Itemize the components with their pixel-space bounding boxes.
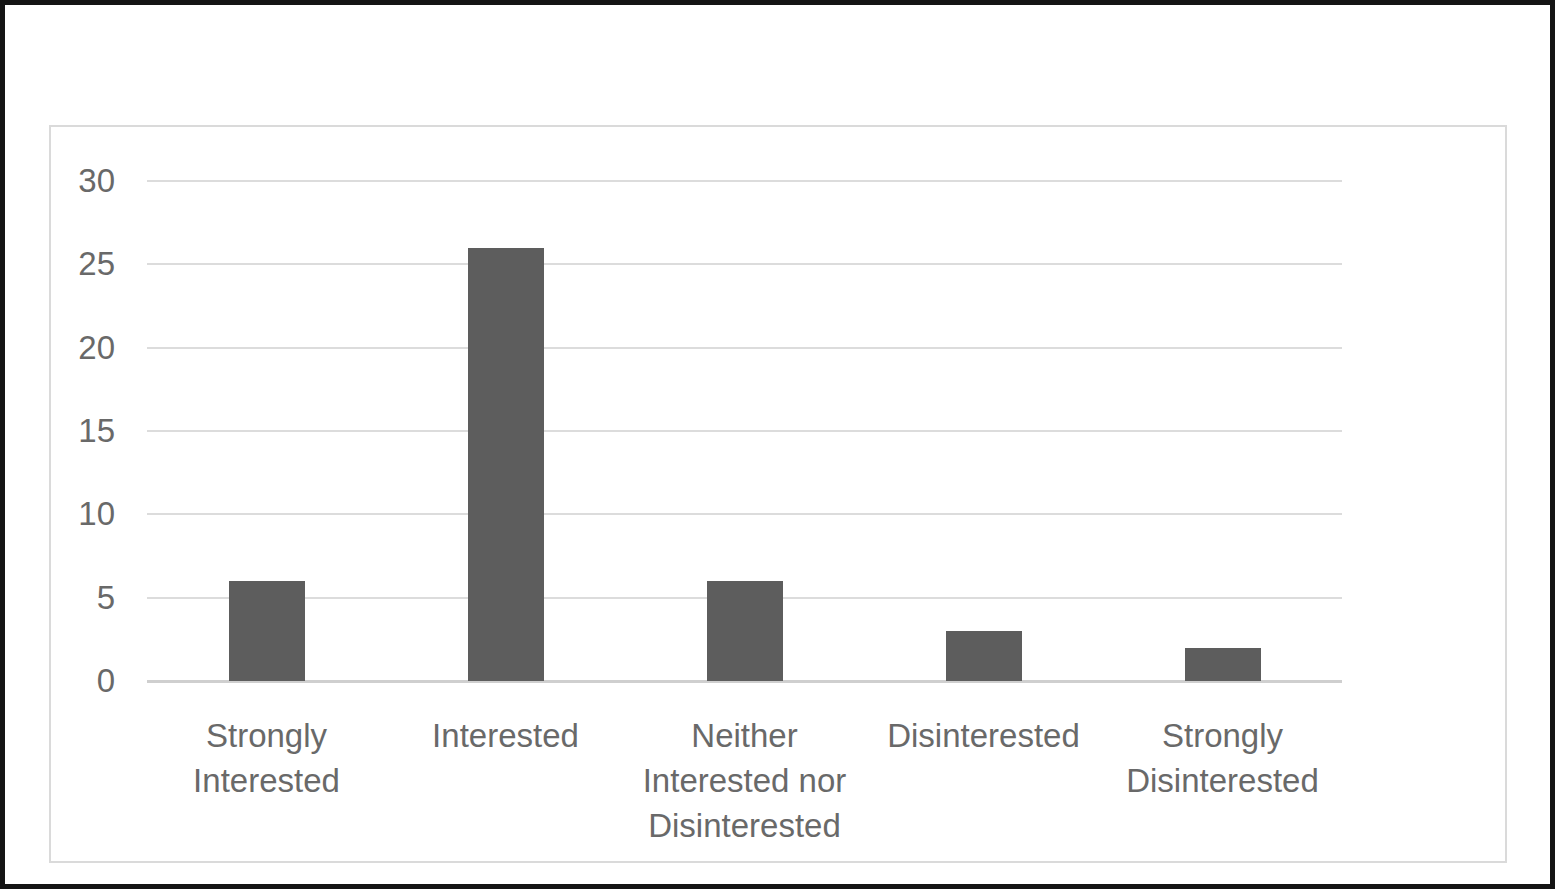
- bar-strongly-disinterested: [1185, 648, 1261, 681]
- bar-strongly-interested: [229, 581, 305, 681]
- bar-disinterested: [946, 631, 1022, 681]
- y-tick-label: 0: [51, 659, 115, 703]
- gridline: [147, 430, 1342, 432]
- figure-frame: 0 5 10 15 20 25 30 Strongly InterestedIntereste…: [0, 0, 1555, 889]
- y-tick-label: 25: [51, 242, 115, 286]
- bar-interested: [468, 248, 544, 681]
- gridline: [147, 347, 1342, 349]
- x-category-label: Strongly Interested: [147, 713, 386, 803]
- x-category-label: Interested: [386, 713, 625, 758]
- y-tick-label: 10: [51, 492, 115, 536]
- chart-area: 0 5 10 15 20 25 30 Strongly InterestedIntereste…: [49, 125, 1507, 863]
- y-tick-label: 15: [51, 409, 115, 453]
- y-tick-label: 30: [51, 159, 115, 203]
- gridline: [147, 513, 1342, 515]
- gridline: [147, 180, 1342, 182]
- x-category-label: Disinterested: [864, 713, 1103, 758]
- x-category-label: Neither Interested nor Disinterested: [625, 713, 864, 848]
- gridline: [147, 263, 1342, 265]
- bar-neither-interested-nor-disinterested: [707, 581, 783, 681]
- y-tick-label: 20: [51, 326, 115, 370]
- x-category-label: Strongly Disinterested: [1103, 713, 1342, 803]
- y-tick-label: 5: [51, 576, 115, 620]
